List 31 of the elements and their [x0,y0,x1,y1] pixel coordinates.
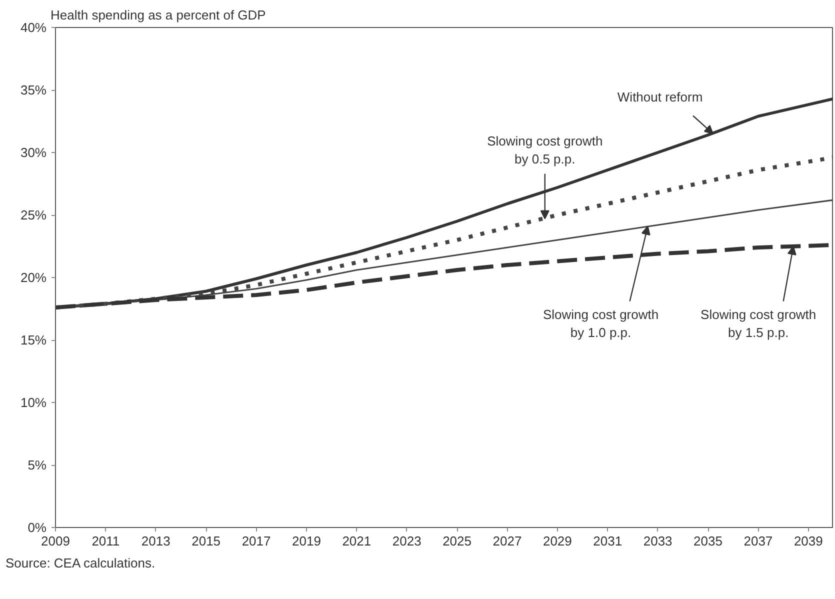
x-tick-label: 2033 [643,534,672,548]
x-tick-label: 2031 [593,534,622,548]
x-tick-label: 2013 [141,534,170,548]
y-tick-label: 5% [28,458,47,472]
x-tick-label: 2009 [41,534,70,548]
x-tick-label: 2011 [92,534,120,548]
x-tick-label: 2017 [242,534,271,548]
x-tick-label: 2015 [192,534,221,548]
y-tick-label: 20% [20,270,47,285]
y-tick-label: 10% [20,395,47,410]
y-tick-label: 35% [20,82,47,98]
y-axis-title: Health spending as a percent of GDP [50,8,266,22]
x-tick-label: 2039 [794,534,823,548]
x-tick-label: 2029 [542,534,572,548]
source-note: Source: CEA calculations. [6,556,156,570]
annotation: Slowing cost growth by 1.0 p.p. [542,306,659,340]
x-tick-label: 2027 [492,534,522,548]
x-tick-label: 2025 [442,534,472,548]
x-tick-label: 2037 [744,534,773,548]
y-tick-label: 15% [20,332,47,348]
x-tick-label: 2035 [694,534,722,548]
annotation: Slowing cost growth by 1.5 p.p. [700,306,816,340]
x-tick-label: 2023 [392,534,422,548]
x-tick-label: 2021 [342,534,372,548]
y-tick-label: 30% [20,145,47,160]
y-tick-label: 40% [20,20,47,35]
annotation: Slowing cost growth by 0.5 p.p. [487,133,603,166]
annotation: Without reform [617,89,703,104]
y-tick-label: 0% [28,520,47,535]
y-tick-label: 25% [20,208,47,222]
x-tick-label: 2019 [292,534,321,548]
